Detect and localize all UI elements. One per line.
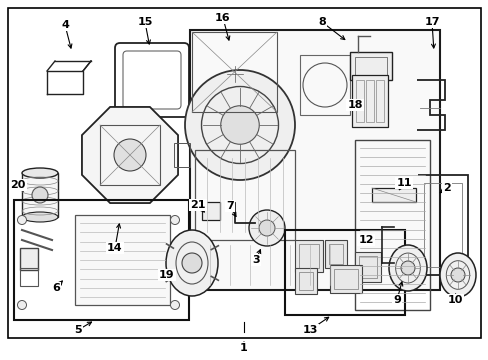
Bar bbox=[329, 265, 361, 293]
Text: 20: 20 bbox=[10, 180, 26, 190]
Text: 6: 6 bbox=[52, 283, 60, 293]
Text: 10: 10 bbox=[447, 295, 462, 305]
Bar bbox=[294, 240, 323, 272]
Circle shape bbox=[170, 301, 179, 310]
Bar bbox=[298, 244, 318, 268]
Bar bbox=[22, 173, 58, 217]
Ellipse shape bbox=[388, 245, 426, 291]
Text: 4: 4 bbox=[61, 20, 69, 30]
Bar bbox=[174, 143, 190, 167]
Bar bbox=[192, 32, 276, 112]
Text: 1: 1 bbox=[240, 343, 247, 353]
Bar bbox=[298, 272, 312, 290]
Text: 8: 8 bbox=[318, 17, 325, 27]
Bar bbox=[20, 268, 38, 286]
Circle shape bbox=[400, 261, 414, 275]
Bar bbox=[190, 30, 439, 290]
Circle shape bbox=[32, 187, 48, 203]
Text: 21: 21 bbox=[190, 200, 205, 210]
Circle shape bbox=[170, 216, 179, 225]
Circle shape bbox=[182, 253, 202, 273]
Bar bbox=[354, 140, 429, 310]
Bar bbox=[333, 269, 357, 289]
Bar bbox=[354, 252, 380, 282]
Bar bbox=[195, 150, 294, 240]
Text: 12: 12 bbox=[358, 235, 373, 245]
Bar bbox=[328, 244, 342, 264]
Text: 5: 5 bbox=[74, 325, 81, 335]
Text: 15: 15 bbox=[137, 17, 152, 27]
Bar bbox=[294, 268, 316, 294]
Circle shape bbox=[18, 216, 26, 225]
Bar bbox=[355, 80, 363, 122]
Bar bbox=[14, 200, 189, 320]
Bar bbox=[365, 80, 373, 122]
Ellipse shape bbox=[22, 168, 58, 178]
Text: 13: 13 bbox=[302, 325, 317, 335]
Circle shape bbox=[248, 210, 285, 246]
Bar bbox=[358, 256, 376, 278]
Text: 16: 16 bbox=[215, 13, 230, 23]
Bar bbox=[239, 52, 257, 80]
Bar bbox=[285, 230, 404, 315]
Bar bbox=[100, 125, 160, 185]
Bar bbox=[371, 188, 415, 202]
Text: 17: 17 bbox=[424, 17, 439, 27]
Text: 18: 18 bbox=[346, 100, 362, 110]
Circle shape bbox=[450, 268, 464, 282]
Text: 2: 2 bbox=[442, 183, 450, 193]
Bar bbox=[354, 57, 386, 75]
Ellipse shape bbox=[439, 253, 475, 297]
Circle shape bbox=[259, 220, 274, 236]
Text: 19: 19 bbox=[159, 270, 174, 280]
Bar bbox=[202, 202, 220, 220]
Bar bbox=[423, 183, 461, 267]
Text: 7: 7 bbox=[225, 201, 233, 211]
Ellipse shape bbox=[165, 230, 218, 296]
Circle shape bbox=[226, 66, 243, 82]
Circle shape bbox=[184, 70, 294, 180]
Bar bbox=[325, 240, 346, 268]
Bar bbox=[349, 52, 391, 80]
Text: 9: 9 bbox=[392, 295, 400, 305]
Ellipse shape bbox=[22, 212, 58, 222]
Text: 14: 14 bbox=[107, 243, 122, 253]
Bar bbox=[375, 80, 383, 122]
Circle shape bbox=[18, 301, 26, 310]
Text: 11: 11 bbox=[395, 178, 411, 188]
Bar bbox=[299, 55, 349, 115]
Circle shape bbox=[114, 139, 146, 171]
Bar bbox=[351, 75, 387, 127]
Bar bbox=[75, 215, 170, 305]
Circle shape bbox=[220, 106, 259, 144]
Text: 3: 3 bbox=[252, 255, 259, 265]
Bar bbox=[197, 57, 237, 69]
Bar bbox=[20, 248, 38, 270]
Polygon shape bbox=[82, 107, 178, 203]
